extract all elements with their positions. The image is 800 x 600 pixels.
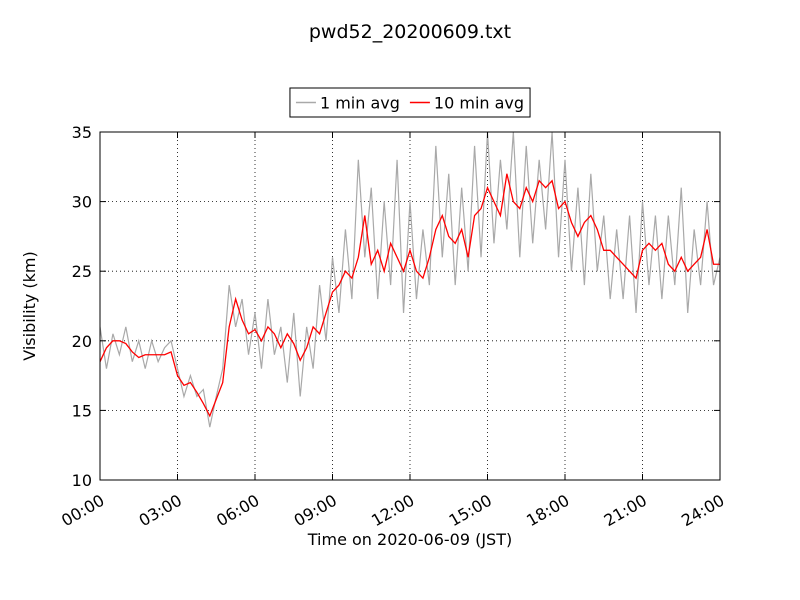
y-axis-label: Visibility (km): [20, 251, 39, 360]
chart-title: pwd52_20200609.txt: [309, 21, 511, 43]
y-tick-label: 30: [72, 193, 92, 212]
series-line: [100, 173, 720, 418]
legend-label: 1 min avg: [320, 94, 400, 113]
x-axis-label: Time on 2020-06-09 (JST): [307, 530, 512, 549]
legend-label: 10 min avg: [434, 94, 524, 113]
y-tick-label: 10: [72, 471, 92, 490]
series-line: [100, 132, 720, 428]
y-tick-label: 15: [72, 401, 92, 420]
y-tick-label: 20: [72, 332, 92, 351]
legend: 1 min avg 10 min avg: [289, 87, 531, 118]
y-tick-label: 35: [72, 123, 92, 142]
y-tick-label: 25: [72, 262, 92, 281]
plot-area: [100, 132, 720, 428]
